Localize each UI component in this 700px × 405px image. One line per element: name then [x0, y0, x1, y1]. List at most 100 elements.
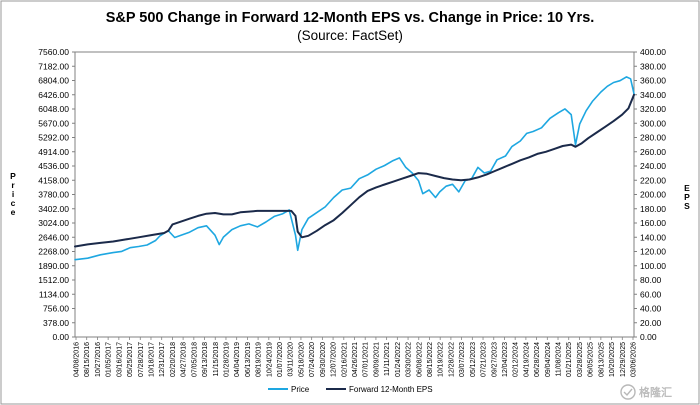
axis-title-letter: S	[684, 201, 690, 211]
x-tick-label: 11/08/2024	[556, 342, 563, 377]
axis-title-letter: e	[11, 207, 16, 217]
right-y-tick-label: 160.00	[640, 218, 666, 228]
legend: Price Forward 12-Month EPS	[268, 385, 433, 394]
x-tick-label: 09/13/2018	[202, 342, 209, 377]
right-y-tick-label: 360.00	[640, 76, 666, 86]
eps-series-line	[74, 93, 635, 248]
left-y-tick-label: 4158.00	[38, 175, 69, 185]
x-tick-label: 05/25/2017	[127, 342, 134, 377]
right-y-tick-label: 180.00	[640, 204, 666, 214]
x-tick-label: 04/26/2021	[352, 342, 359, 377]
left-y-axis: 0.00 378.00 756.00 1134.00 1512.00 1890.00 226…	[38, 47, 75, 342]
x-tick-label: 09/27/2023	[491, 342, 498, 377]
right-y-tick-label: 260.00	[640, 147, 666, 157]
x-tick-label: 02/20/2018	[170, 342, 177, 377]
series-group	[74, 76, 635, 261]
legend-label-price: Price	[291, 385, 310, 394]
x-tick-label: 04/04/2019	[234, 342, 241, 377]
right-y-tick-label: 340.00	[640, 90, 666, 100]
x-tick-label: 12/28/2022	[448, 342, 455, 377]
x-tick-label: 10/27/2016	[95, 342, 102, 377]
x-tick-label: 05/18/2020	[298, 342, 305, 377]
x-tick-label: 12/07/2020	[331, 342, 338, 377]
right-y-tick-label: 240.00	[640, 161, 666, 171]
x-tick-label: 07/21/2023	[481, 342, 488, 377]
right-y-tick-label: 20.00	[640, 318, 662, 328]
right-y-tick-label: 380.00	[640, 61, 666, 71]
left-y-tick-label: 3780.00	[38, 190, 69, 200]
left-y-tick-label: 6048.00	[38, 104, 69, 114]
right-y-axis: 0.00 20.00 40.00 60.00 80.00 100.00 120.00 140.…	[634, 47, 666, 342]
right-y-tick-label: 400.00	[640, 47, 666, 57]
x-tick-label: 06/13/2019	[245, 342, 252, 377]
x-tick-label: 10/20/2025	[609, 342, 616, 377]
x-tick-label: 03/11/2020	[288, 342, 295, 377]
left-y-tick-label: 7182.00	[38, 61, 69, 71]
x-tick-label: 07/28/2017	[138, 342, 145, 377]
x-tick-label: 08/15/2016	[84, 342, 91, 377]
x-tick-label: 10/18/2017	[148, 342, 155, 377]
left-y-tick-label: 7560.00	[38, 47, 69, 57]
watermark-logo-icon	[620, 384, 636, 400]
left-y-tick-label: 6804.00	[38, 76, 69, 86]
price-series-line	[74, 76, 635, 261]
left-y-tick-label: 756.00	[43, 304, 69, 314]
x-tick-label: 03/16/2017	[116, 342, 123, 377]
x-tick-label: 08/15/2022	[427, 342, 434, 377]
x-tick-label: 03/06/2026	[631, 342, 638, 377]
left-y-tick-label: 1890.00	[38, 261, 69, 271]
right-y-tick-label: 0.00	[640, 332, 657, 342]
x-tick-label: 01/24/2022	[395, 342, 402, 377]
right-y-tick-label: 120.00	[640, 247, 666, 257]
left-y-tick-label: 4914.00	[38, 147, 69, 157]
x-tick-label: 06/28/2024	[534, 342, 541, 377]
x-tick-label: 01/21/2025	[566, 342, 573, 377]
axis-title-letter: i	[12, 189, 14, 199]
right-y-tick-label: 280.00	[640, 133, 666, 143]
x-tick-label: 11/11/2021	[384, 342, 391, 376]
left-y-tick-label: 5292.00	[38, 133, 69, 143]
axis-title-letter: P	[10, 171, 16, 181]
x-tick-label: 01/05/2017	[106, 342, 113, 377]
x-tick-label: 12/04/2023	[502, 342, 509, 377]
x-tick-label: 07/24/2020	[309, 342, 316, 377]
right-y-tick-label: 40.00	[640, 304, 662, 314]
right-y-tick-label: 140.00	[640, 232, 666, 242]
left-y-tick-label: 4536.00	[38, 161, 69, 171]
x-tick-label: 12/29/2025	[620, 342, 627, 377]
x-tick-label: 10/19/2022	[438, 342, 445, 377]
x-tick-label: 11/15/2018	[213, 342, 220, 377]
chart-title: S&P 500 Change in Forward 12-Month EPS v…	[106, 10, 595, 26]
x-tick-label: 06/05/2025	[588, 342, 595, 377]
axis-title-letter: r	[11, 180, 15, 190]
x-tick-label: 09/09/2021	[373, 342, 380, 377]
plot-area	[74, 51, 635, 338]
x-tick-label: 10/24/2019	[266, 342, 273, 377]
left-y-tick-label: 1512.00	[38, 275, 69, 285]
x-tick-label: 01/28/2019	[223, 342, 230, 377]
x-tick-label: 01/07/2020	[277, 342, 284, 377]
axis-title-letter: P	[684, 192, 690, 202]
x-tick-label: 03/30/2022	[406, 342, 413, 377]
x-tick-label: 08/13/2025	[598, 342, 605, 377]
watermark: 格隆汇	[620, 384, 672, 400]
x-tick-label: 08/19/2019	[256, 342, 263, 377]
x-tick-label: 12/31/2017	[159, 342, 166, 377]
axis-title-letter: E	[684, 183, 690, 193]
x-tick-label: 07/01/2021	[363, 342, 370, 377]
x-tick-label: 05/12/2023	[470, 342, 477, 377]
right-y-tick-label: 200.00	[640, 190, 666, 200]
right-y-tick-label: 80.00	[640, 275, 662, 285]
axis-title-letter: c	[11, 198, 16, 208]
x-tick-label: 04/19/2024	[523, 342, 530, 377]
x-tick-label: 06/08/2022	[416, 342, 423, 377]
left-y-tick-label: 5670.00	[38, 118, 69, 128]
left-y-tick-label: 6426.00	[38, 90, 69, 100]
left-y-tick-label: 378.00	[43, 318, 69, 328]
right-y-tick-label: 60.00	[640, 289, 662, 299]
right-axis-title: EPS	[684, 183, 690, 211]
x-tick-label: 09/30/2020	[320, 342, 327, 377]
x-tick-label: 09/04/2024	[545, 342, 552, 377]
